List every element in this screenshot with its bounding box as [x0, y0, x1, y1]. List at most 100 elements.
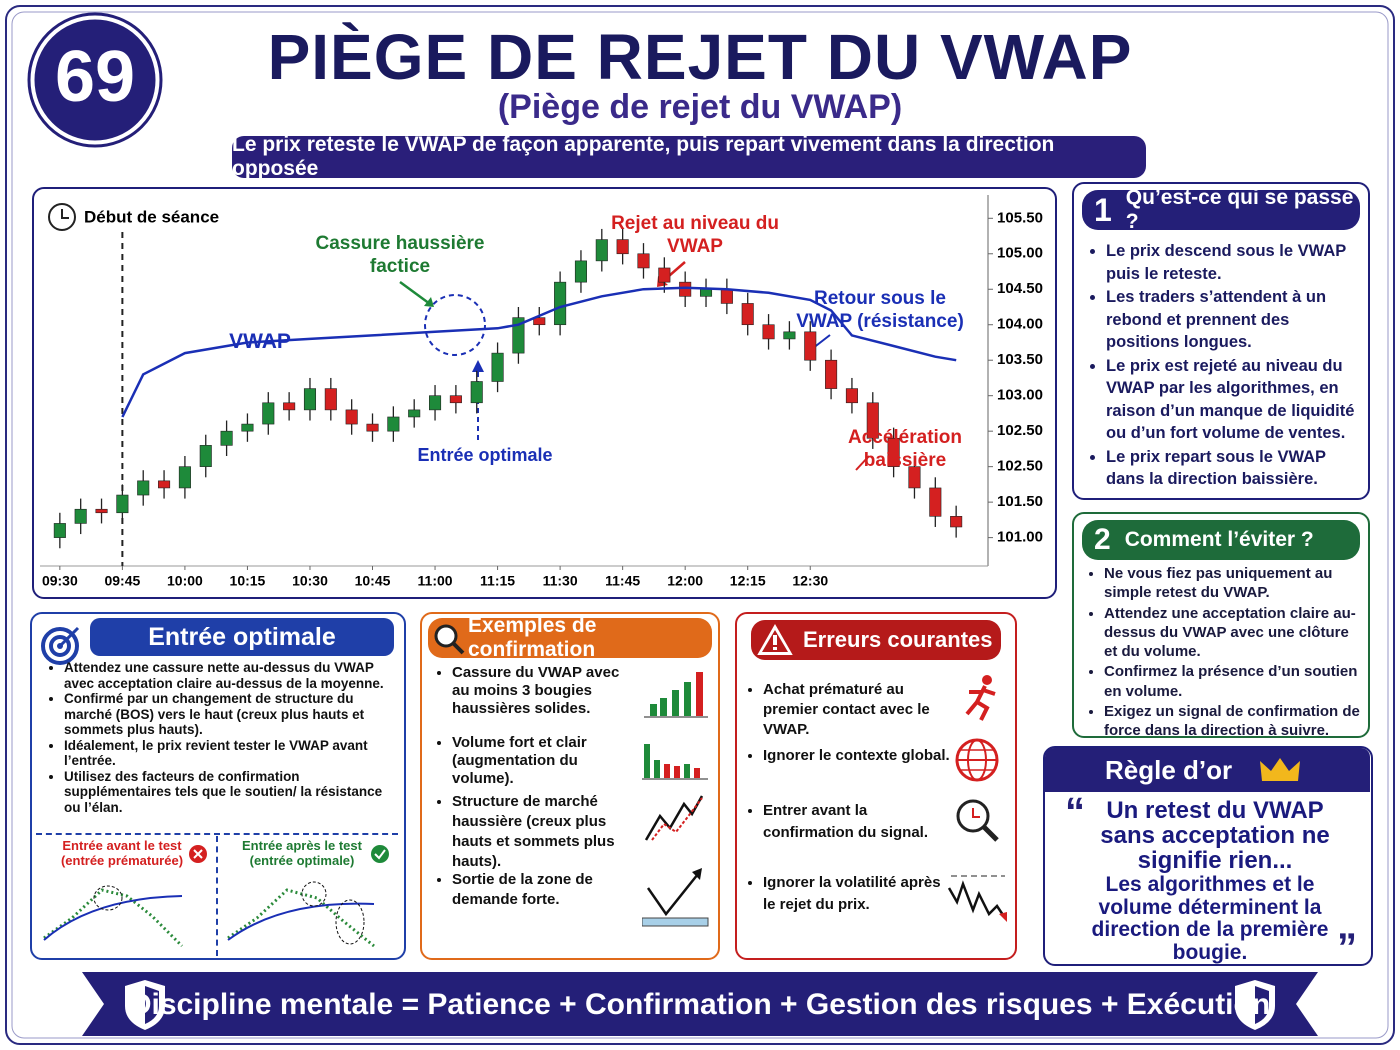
example-label: Entrée après le test (entrée optimale)	[242, 838, 362, 868]
list-item: Le prix repart sous le VWAP dans la dire…	[1106, 446, 1360, 491]
list-item: Entrer avant la confirmation du signal.	[763, 800, 953, 844]
candle-body	[470, 381, 483, 404]
candle-body	[616, 239, 629, 255]
candle-body	[220, 430, 233, 446]
candle-body	[178, 466, 191, 489]
list-item: Cassure du VWAP avec au moins 3 bougies …	[452, 664, 632, 718]
panel-header: Entrée optimale	[90, 618, 394, 656]
panel-header: 2 Comment l’éviter ?	[1082, 520, 1360, 560]
x-tick-label: 11:45	[605, 573, 640, 589]
candle-body	[387, 416, 400, 432]
annotation: Rejet au niveau du VWAP	[611, 213, 779, 257]
target-icon	[41, 626, 80, 665]
candle-body	[303, 388, 317, 411]
y-tick-label: 105.50	[997, 209, 1043, 226]
what-panel: 1 Qu’est-ce qui se passe ? Le prix desce…	[1072, 182, 1370, 500]
x-tick-label: 12:00	[667, 573, 703, 589]
candle-body	[116, 494, 129, 514]
list-item: Sortie de la zone de demande forte.	[452, 870, 632, 910]
confirm-icons	[642, 672, 709, 927]
candle-body	[825, 359, 838, 389]
chart: Début de séance 101.00 101.50 102.50 102.50…	[40, 195, 1043, 589]
section-title: Règle d’or	[1105, 754, 1233, 785]
candle-body	[804, 331, 817, 361]
candle-body	[95, 508, 108, 514]
list-item: Achat prématuré au premier contact avec …	[763, 680, 953, 740]
candle-body	[929, 487, 942, 517]
footer-text: Discipline mentale = Patience + Confirma…	[130, 988, 1270, 1021]
list-item: Exigez un signal de confirmation de forc…	[1104, 702, 1362, 741]
panel-header: Erreurs courantes	[751, 620, 1001, 660]
candle-body	[199, 445, 212, 467]
list-item: Confirmez la présence d’un soutien en vo…	[1104, 662, 1362, 701]
list-item: Attendez une cassure nette au-dessus du …	[64, 660, 396, 691]
candle-body	[74, 508, 87, 524]
highlight-circle	[424, 294, 486, 356]
subtitle: (Piège de rejet du VWAP)	[497, 88, 903, 126]
vwap-line	[121, 286, 957, 418]
arrow	[855, 455, 870, 471]
entry-panel: Entrée optimale Attendez une cassure net…	[30, 612, 406, 960]
x-tick-label: 11:30	[543, 573, 578, 589]
rule-body: Les algorithmes et le volume déterminent…	[1091, 873, 1329, 964]
candle-body	[762, 324, 775, 340]
x-tick-label: 12:15	[730, 573, 766, 589]
list-item: Ignorer la volatilité après le rejet du …	[763, 872, 953, 916]
candle-body	[658, 267, 671, 283]
candle-body	[158, 480, 171, 489]
candle-body	[137, 480, 150, 496]
confirm-panel: Exemples de confirmation Cassure du VWAP…	[420, 612, 720, 960]
avoid-panel: 2 Comment l’éviter ? Ne vous fiez pas un…	[1072, 512, 1370, 739]
tagline: Le prix reteste le VWAP de façon apparen…	[232, 133, 1146, 180]
panel-header: 1 Qu’est-ce qui se passe ?	[1082, 186, 1360, 233]
candle-body	[866, 402, 879, 439]
x-tick-label: 10:15	[230, 573, 266, 589]
candle-body	[262, 402, 275, 425]
annotation: Accélération baissière	[847, 427, 963, 471]
x-tick-label: 10:45	[355, 573, 391, 589]
candle-body	[637, 253, 650, 269]
list-item: Les traders s’attendent à un rebond et p…	[1106, 286, 1360, 354]
session-label: Début de séance	[84, 207, 219, 226]
y-tick-label: 101.00	[997, 529, 1043, 546]
candle-body	[845, 388, 858, 404]
candle-body	[720, 288, 733, 304]
panel-header: Exemples de confirmation	[428, 614, 712, 661]
list-item: Volume fort et clair (augmentation du vo…	[452, 734, 642, 788]
y-tick-label: 102.50	[997, 422, 1043, 439]
panel-header: Règle d’or	[1045, 748, 1370, 792]
y-tick-label: 102.50	[997, 458, 1043, 475]
list-item: Ignorer le contexte global.	[763, 746, 953, 766]
candle-body	[429, 395, 442, 411]
x-tick-label: 09:30	[42, 573, 78, 589]
candle-body	[366, 423, 379, 432]
errors-panel: Erreurs courantes Achat prématuré au pre…	[735, 612, 1017, 960]
candle-body	[554, 281, 567, 326]
candle-body	[908, 466, 921, 489]
list: Le prix descend sous le VWAP puis le ret…	[1088, 240, 1360, 492]
rule-panel: Règle d’or “ Un retest du VWAP sans acce…	[1043, 746, 1373, 970]
title: PIÈGE DE REJET DU VWAP	[267, 21, 1133, 93]
example-charts	[43, 845, 389, 948]
candle-body	[324, 388, 337, 411]
section-title: Comment l’éviter ?	[1124, 528, 1314, 551]
candle-body	[408, 409, 421, 418]
y-tick-label: 101.50	[997, 493, 1043, 510]
y-tick-label: 103.00	[997, 387, 1043, 404]
y-tick-label: 105.00	[997, 245, 1043, 262]
x-tick-label: 10:30	[292, 573, 328, 589]
section-number: 1	[1094, 191, 1112, 228]
vwap-label: VWAP	[229, 330, 291, 353]
candle-body	[345, 409, 358, 425]
list-item: Attendez une acceptation claire au-dessu…	[1104, 604, 1362, 662]
list-item: Utilisez des facteurs de confirmation su…	[64, 769, 396, 816]
y-tick-label: 103.50	[997, 351, 1043, 368]
candle-body	[741, 303, 754, 326]
list-item: Structure de marché haussière (creux plu…	[452, 792, 642, 872]
y-tick-label: 104.50	[997, 280, 1043, 297]
list: Ne vous fiez pas uniquement au simple re…	[1086, 564, 1362, 742]
candle-body	[950, 516, 963, 528]
candle-body	[574, 260, 587, 283]
